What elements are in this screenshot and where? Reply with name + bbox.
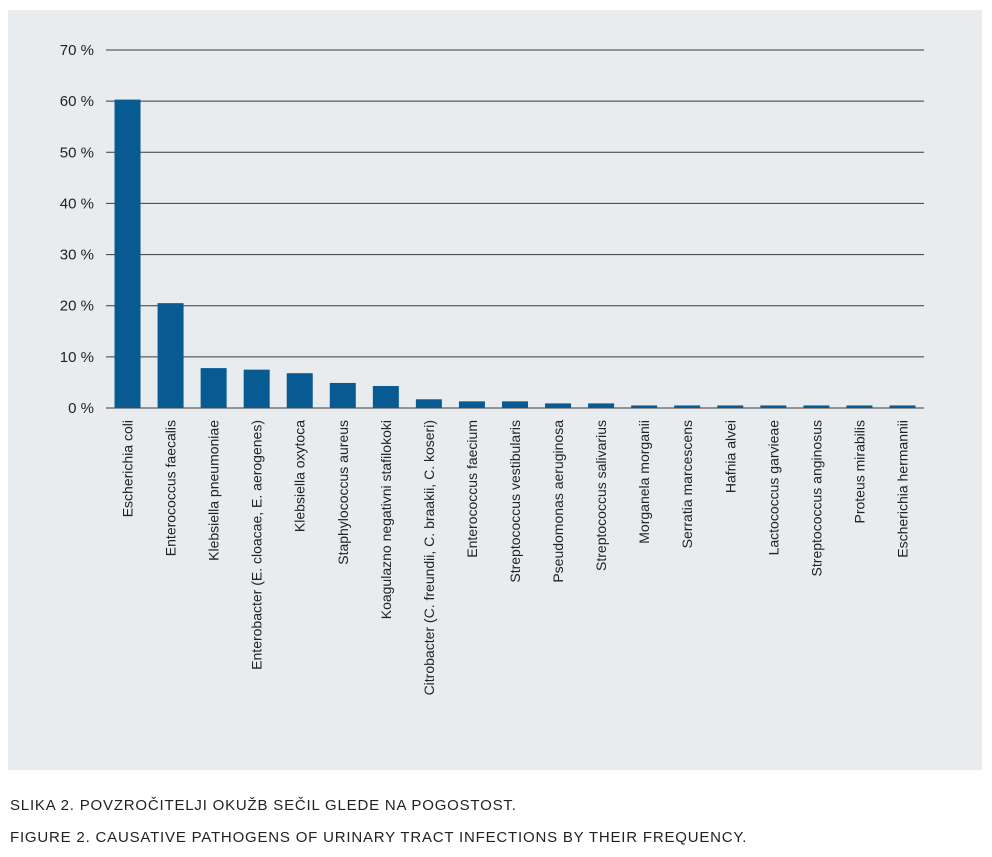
bar [243, 369, 270, 408]
bar [372, 386, 399, 408]
x-tick-label: Morganela morganii [636, 420, 652, 544]
bar [760, 405, 787, 408]
x-tick-label: Pseudomonas aeruginosa [550, 420, 566, 583]
x-tick-label: Staphylococcus aureus [335, 420, 351, 565]
figure-caption-slovenian: SLIKA 2. POVZROČITELJI OKUŽB SEČIL GLEDE… [10, 797, 517, 814]
x-tick-label: Streptococcus vestibularis [507, 420, 523, 583]
x-tick-label: Citrobacter (C. freundii, C. braakii, C.… [421, 420, 437, 695]
x-tick-label: Escherichia hermannii [894, 420, 910, 558]
x-tick-label: Hafnia alvei [722, 420, 738, 493]
bar [631, 405, 658, 408]
bar [502, 401, 528, 408]
x-tick-label: Streptococcus salivarius [593, 420, 609, 571]
x-tick-label: Klebsiella oxytoca [292, 420, 308, 532]
x-tick-label: Koagulazno negativni stafilokoki [378, 420, 394, 619]
bar-chart: 0 % 10 % 20 % 30 % 40 % 50 % 60 % 70 % Escherich… [60, 42, 924, 695]
bar [286, 373, 313, 408]
bar [889, 405, 916, 408]
bar [846, 405, 873, 408]
x-tick-label: Enterococcus faecalis [163, 420, 179, 556]
figure-caption-english: FIGURE 2. CAUSATIVE PATHOGENS OF URINARY… [10, 829, 748, 846]
x-tick-label: Escherichia coli [120, 420, 136, 517]
y-tick-label: 10 % [60, 349, 94, 366]
y-tick-label: 0 % [68, 400, 94, 417]
y-tick-label: 60 % [60, 93, 94, 110]
x-tick-label: Lactococcus garvieae [765, 420, 781, 556]
y-tick-label: 20 % [60, 298, 94, 315]
x-tick-label: Enterococcus faecium [464, 420, 480, 558]
bar [114, 99, 141, 408]
bar [545, 403, 572, 408]
x-tick-label: Proteus mirabilis [851, 420, 867, 523]
bar [458, 401, 485, 408]
x-tick-label: Serratia marcescens [679, 420, 695, 548]
x-tick-label: Streptococcus anginosus [808, 420, 824, 576]
bar [157, 303, 184, 408]
bar [588, 403, 615, 408]
bar [803, 405, 830, 408]
bar [200, 368, 227, 408]
bar [717, 405, 744, 408]
bar [329, 382, 356, 408]
y-tick-label: 50 % [60, 144, 94, 161]
x-tick-label: Enterobacter (E. cloacae, E. aerogenes) [249, 420, 265, 670]
y-tick-label: 70 % [60, 42, 94, 59]
chart-panel: 0 % 10 % 20 % 30 % 40 % 50 % 60 % 70 % Escherich… [8, 10, 982, 770]
y-tick-label: 40 % [60, 195, 94, 212]
bar [415, 399, 442, 408]
y-tick-label: 30 % [60, 247, 94, 264]
x-tick-label: Klebsiella pneumoniae [206, 420, 222, 561]
bar [674, 405, 701, 408]
